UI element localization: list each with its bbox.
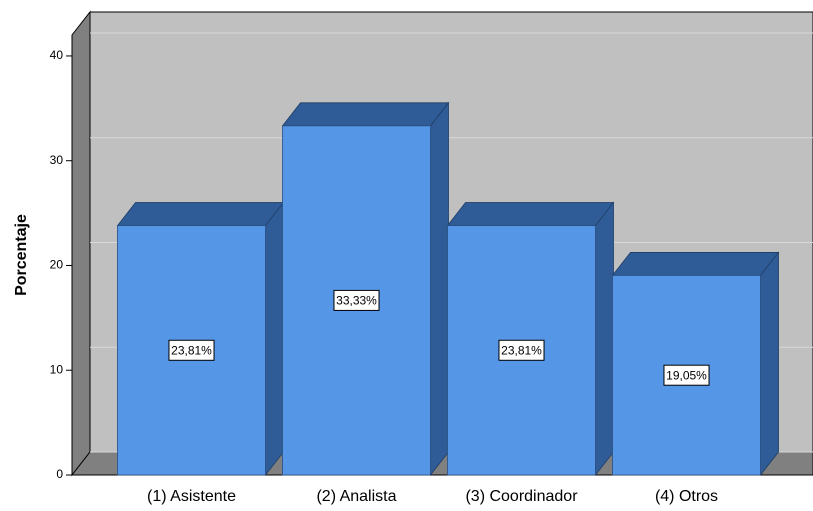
value-label-box (168, 339, 215, 361)
bar-side (430, 101, 449, 477)
y-tick-label: 0 (56, 467, 63, 481)
value-label-box (333, 289, 380, 311)
bar-side (265, 201, 284, 477)
value-label-box (663, 364, 710, 386)
value-label: 19,05% (666, 368, 707, 382)
value-label: 23,81% (171, 343, 212, 357)
bar-top (116, 202, 285, 226)
x-tick-label: (3) Coordinador (465, 488, 578, 505)
x-tick-label: (4) Otros (655, 488, 718, 505)
bar-top (611, 252, 780, 276)
value-label-box (498, 339, 545, 361)
value-label: 23,81% (501, 343, 542, 357)
bar-side (595, 201, 614, 477)
x-tick-label: (1) Asistente (147, 488, 236, 505)
y-axis-label: Porcentaje (13, 214, 30, 296)
y-tick-label: 30 (50, 153, 64, 167)
value-label: 33,33% (336, 294, 377, 308)
left-wall (71, 10, 91, 477)
y-tick-label: 20 (50, 258, 64, 272)
bar-side (760, 251, 779, 477)
bar-top (281, 102, 450, 127)
x-tick-label: (2) Analista (316, 488, 396, 505)
y-tick-label: 40 (50, 48, 64, 62)
bar-top (446, 202, 615, 226)
y-tick-label: 10 (50, 362, 64, 376)
